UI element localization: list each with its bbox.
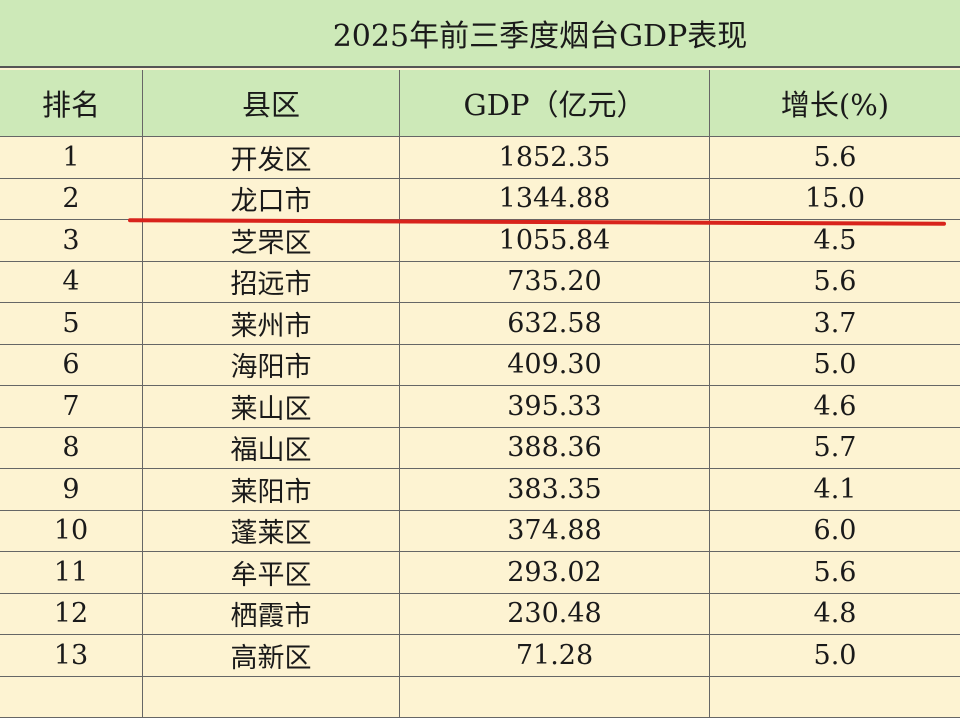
rank-cell: 11: [0, 552, 143, 593]
district-cell: 福山区: [143, 428, 400, 469]
district-cell: 高新区: [143, 635, 400, 676]
district-cell: 莱州市: [143, 303, 400, 344]
growth-cell: 15.0: [710, 179, 960, 220]
rank-cell: 3: [0, 220, 143, 261]
empty-cell: [143, 677, 400, 718]
rank-cell: 10: [0, 511, 143, 552]
gdp-cell: 632.58: [400, 303, 710, 344]
gdp-cell: 293.02: [400, 552, 710, 593]
growth-cell: 5.7: [710, 428, 960, 469]
empty-cell: [0, 677, 143, 718]
header-growth: 增长(%): [710, 70, 960, 136]
header-district: 县区: [143, 70, 400, 136]
rank-cell: 5: [0, 303, 143, 344]
table-header-row: 排名 县区 GDP（亿元） 增长(%): [0, 70, 960, 137]
table-row-partial: [0, 677, 960, 718]
gdp-cell: 735.20: [400, 262, 710, 303]
growth-cell: 6.0: [710, 511, 960, 552]
district-cell: 栖霞市: [143, 594, 400, 635]
rank-cell: 2: [0, 179, 143, 220]
district-cell: 龙口市: [143, 179, 400, 220]
header-rank: 排名: [0, 70, 143, 136]
growth-cell: 5.0: [710, 345, 960, 386]
table-title: 2025年前三季度烟台GDP表现: [0, 0, 960, 68]
rank-cell: 1: [0, 137, 143, 178]
header-gdp: GDP（亿元）: [400, 70, 710, 136]
gdp-cell: 374.88: [400, 511, 710, 552]
growth-cell: 5.6: [710, 552, 960, 593]
growth-cell: 4.8: [710, 594, 960, 635]
empty-cell: [710, 677, 960, 718]
growth-cell: 4.1: [710, 469, 960, 510]
rank-cell: 6: [0, 345, 143, 386]
rank-cell: 12: [0, 594, 143, 635]
empty-cell: [400, 677, 710, 718]
district-cell: 芝罘区: [143, 220, 400, 261]
rank-cell: 9: [0, 469, 143, 510]
district-cell: 招远市: [143, 262, 400, 303]
gdp-cell: 383.35: [400, 469, 710, 510]
growth-cell: 5.6: [710, 262, 960, 303]
gdp-cell: 1055.84: [400, 220, 710, 261]
gdp-cell: 230.48: [400, 594, 710, 635]
rank-cell: 4: [0, 262, 143, 303]
rank-cell: 8: [0, 428, 143, 469]
growth-cell: 4.6: [710, 386, 960, 427]
district-cell: 牟平区: [143, 552, 400, 593]
gdp-cell: 409.30: [400, 345, 710, 386]
gdp-cell: 71.28: [400, 635, 710, 676]
district-cell: 莱山区: [143, 386, 400, 427]
gdp-cell: 388.36: [400, 428, 710, 469]
rank-cell: 7: [0, 386, 143, 427]
district-cell: 蓬莱区: [143, 511, 400, 552]
rank-cell: 13: [0, 635, 143, 676]
district-cell: 开发区: [143, 137, 400, 178]
growth-cell: 5.0: [710, 635, 960, 676]
growth-cell: 3.7: [710, 303, 960, 344]
district-cell: 海阳市: [143, 345, 400, 386]
gdp-cell: 1852.35: [400, 137, 710, 178]
district-cell: 莱阳市: [143, 469, 400, 510]
growth-cell: 4.5: [710, 220, 960, 261]
growth-cell: 5.6: [710, 137, 960, 178]
gdp-cell: 395.33: [400, 386, 710, 427]
gdp-cell: 1344.88: [400, 179, 710, 220]
